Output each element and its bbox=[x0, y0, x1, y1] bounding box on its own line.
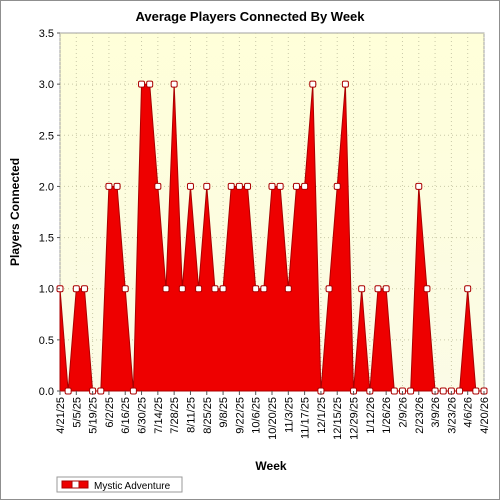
data-point bbox=[439, 387, 447, 395]
x-tick-label: 3/23/26 bbox=[446, 397, 458, 434]
data-point bbox=[138, 80, 146, 88]
y-axis-label: Players Connected bbox=[8, 158, 22, 266]
data-point bbox=[284, 285, 292, 293]
y-tick-label: 2.0 bbox=[39, 181, 54, 193]
data-point bbox=[203, 182, 211, 190]
data-point bbox=[113, 182, 121, 190]
data-point bbox=[170, 80, 178, 88]
data-point bbox=[97, 387, 105, 395]
x-axis-ticks: 4/21/25 5/5/25 5/19/25 6/2/25 6/16/25 6/30/25… bbox=[55, 391, 491, 440]
data-point bbox=[325, 285, 333, 293]
data-point bbox=[252, 285, 260, 293]
data-point bbox=[235, 182, 243, 190]
x-tick-label: 6/30/25 bbox=[137, 397, 149, 434]
x-tick-label: 12/15/25 bbox=[332, 397, 344, 440]
data-point bbox=[219, 285, 227, 293]
data-point bbox=[390, 387, 398, 395]
x-tick-label: 7/28/25 bbox=[169, 397, 181, 434]
data-point bbox=[276, 182, 284, 190]
data-point bbox=[456, 387, 464, 395]
x-tick-label: 4/6/26 bbox=[463, 397, 475, 428]
x-tick-label: 6/2/25 bbox=[104, 397, 116, 428]
data-point bbox=[472, 387, 480, 395]
legend: Mystic Adventure bbox=[56, 476, 183, 493]
y-tick-label: 1.0 bbox=[39, 284, 54, 296]
x-tick-label: 9/22/25 bbox=[234, 397, 246, 434]
y-tick-label: 3.5 bbox=[39, 28, 54, 40]
x-tick-label: 11/3/25 bbox=[283, 397, 295, 433]
data-point bbox=[244, 182, 252, 190]
data-point bbox=[407, 387, 415, 395]
x-axis-label: Week bbox=[255, 459, 286, 473]
x-tick-label: 5/5/25 bbox=[71, 397, 83, 428]
data-point bbox=[464, 285, 472, 293]
data-point bbox=[341, 80, 349, 88]
data-point bbox=[186, 182, 194, 190]
data-point bbox=[80, 285, 88, 293]
x-tick-label: 1/12/26 bbox=[365, 397, 377, 434]
legend-marker bbox=[71, 480, 80, 489]
x-tick-label: 5/19/25 bbox=[88, 397, 100, 434]
x-tick-label: 10/6/25 bbox=[251, 397, 263, 434]
x-tick-label: 4/20/26 bbox=[479, 397, 491, 434]
data-point bbox=[121, 285, 129, 293]
y-tick-label: 0.5 bbox=[39, 335, 54, 347]
data-point bbox=[415, 182, 423, 190]
y-tick-label: 3.0 bbox=[39, 79, 54, 91]
data-point bbox=[260, 285, 268, 293]
x-tick-label: 12/1/25 bbox=[316, 397, 328, 434]
x-tick-label: 1/26/26 bbox=[381, 397, 393, 434]
x-tick-label: 6/16/25 bbox=[120, 397, 132, 434]
x-tick-label: 9/8/25 bbox=[218, 397, 230, 428]
data-point bbox=[211, 285, 219, 293]
data-point bbox=[129, 387, 137, 395]
data-point bbox=[195, 285, 203, 293]
x-tick-label: 12/29/25 bbox=[349, 397, 361, 440]
data-point bbox=[146, 80, 154, 88]
chart-title: Average Players Connected By Week bbox=[135, 9, 365, 24]
y-axis-ticks: 0.0 0.5 1.0 1.5 2.0 2.5 3.0 3.5 bbox=[39, 28, 60, 398]
data-point bbox=[178, 285, 186, 293]
data-point bbox=[333, 182, 341, 190]
data-point bbox=[64, 387, 72, 395]
data-point bbox=[358, 285, 366, 293]
data-point bbox=[292, 182, 300, 190]
y-tick-label: 1.5 bbox=[39, 233, 54, 245]
data-point bbox=[301, 182, 309, 190]
legend-label: Mystic Adventure bbox=[94, 481, 171, 492]
data-point bbox=[105, 182, 113, 190]
data-point bbox=[382, 285, 390, 293]
data-point bbox=[309, 80, 317, 88]
x-tick-label: 8/25/25 bbox=[202, 397, 214, 434]
y-tick-label: 0.0 bbox=[39, 386, 54, 398]
y-tick-label: 2.5 bbox=[39, 130, 54, 142]
x-tick-label: 2/23/26 bbox=[414, 397, 426, 434]
x-tick-label: 3/9/26 bbox=[430, 397, 442, 428]
x-tick-label: 10/20/25 bbox=[267, 397, 279, 440]
data-point bbox=[423, 285, 431, 293]
series-layer bbox=[56, 80, 488, 395]
data-point bbox=[374, 285, 382, 293]
data-point bbox=[268, 182, 276, 190]
data-point bbox=[154, 182, 162, 190]
data-point bbox=[72, 285, 80, 293]
data-point bbox=[162, 285, 170, 293]
x-tick-label: 11/17/25 bbox=[300, 397, 312, 439]
data-point bbox=[227, 182, 235, 190]
x-tick-label: 2/9/26 bbox=[397, 397, 409, 428]
x-tick-label: 8/11/25 bbox=[185, 397, 197, 433]
x-tick-label: 7/14/25 bbox=[153, 397, 165, 434]
x-tick-label: 4/21/25 bbox=[55, 397, 67, 434]
